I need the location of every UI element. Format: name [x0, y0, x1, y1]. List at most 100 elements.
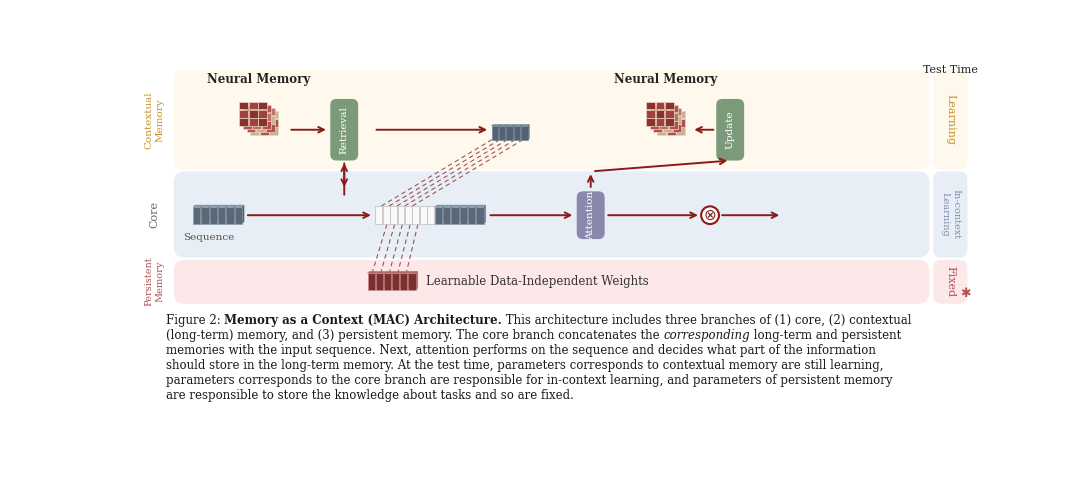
Bar — [669, 105, 677, 112]
Bar — [234, 207, 242, 224]
Bar — [656, 119, 664, 126]
Bar — [657, 127, 666, 135]
Bar — [408, 273, 416, 290]
Bar — [256, 124, 265, 132]
Bar — [269, 110, 279, 118]
Bar — [468, 207, 475, 224]
Polygon shape — [400, 272, 409, 273]
Text: are responsible to store the knowledge about tasks and so are fixed.: are responsible to store the knowledge a… — [166, 389, 573, 402]
Polygon shape — [233, 205, 235, 224]
Bar — [392, 273, 400, 290]
Polygon shape — [435, 205, 444, 207]
Polygon shape — [484, 205, 486, 224]
Polygon shape — [226, 205, 228, 224]
Bar — [665, 102, 674, 109]
Text: Attention: Attention — [586, 191, 595, 240]
Bar — [243, 113, 252, 121]
Polygon shape — [499, 124, 508, 126]
Text: parameters corresponds to the core branch are responsible for in-context learnin: parameters corresponds to the core branc… — [166, 374, 892, 387]
Bar — [390, 206, 397, 225]
Bar — [269, 119, 279, 127]
Text: Sequence: Sequence — [183, 233, 234, 242]
Bar — [650, 105, 659, 112]
Text: In-context
Learning: In-context Learning — [941, 189, 960, 239]
Bar — [673, 116, 681, 124]
Text: corresponding: corresponding — [663, 329, 750, 342]
Bar — [251, 119, 259, 127]
Bar — [201, 207, 208, 224]
Polygon shape — [450, 205, 453, 224]
Bar — [657, 119, 666, 127]
Bar — [210, 207, 217, 224]
FancyBboxPatch shape — [174, 70, 930, 170]
Bar — [663, 116, 672, 124]
Polygon shape — [505, 124, 508, 140]
Bar — [663, 108, 672, 115]
Text: Persistent
Memory: Persistent Memory — [145, 257, 164, 306]
Polygon shape — [376, 272, 386, 273]
Bar — [246, 116, 256, 124]
Bar — [460, 207, 467, 224]
Bar — [266, 108, 274, 115]
Bar — [400, 273, 407, 290]
Polygon shape — [227, 205, 235, 207]
Bar — [227, 207, 233, 224]
Bar — [260, 127, 269, 135]
Text: memories with the input sequence. Next, attention performs on the sequence and d: memories with the input sequence. Next, … — [166, 344, 876, 357]
Bar — [657, 110, 666, 118]
Bar — [260, 119, 269, 127]
Bar — [420, 206, 427, 225]
Bar — [673, 124, 681, 132]
Bar — [669, 121, 677, 129]
Bar — [256, 108, 265, 115]
Text: ✱: ✱ — [960, 287, 971, 300]
Polygon shape — [201, 205, 203, 224]
FancyBboxPatch shape — [933, 70, 968, 170]
Polygon shape — [210, 205, 219, 207]
Polygon shape — [498, 124, 500, 140]
Bar — [413, 206, 419, 225]
Bar — [382, 206, 390, 225]
Polygon shape — [392, 272, 402, 273]
Bar — [646, 119, 654, 126]
FancyBboxPatch shape — [174, 260, 930, 304]
Bar — [650, 113, 659, 121]
Bar — [262, 105, 271, 112]
Bar — [443, 207, 450, 224]
Bar — [451, 207, 459, 224]
FancyBboxPatch shape — [716, 99, 744, 161]
Bar — [656, 102, 664, 109]
Bar — [376, 273, 383, 290]
Bar — [514, 126, 521, 140]
Text: Memory as a Context (MAC) Architecture.: Memory as a Context (MAC) Architecture. — [225, 314, 502, 327]
Polygon shape — [416, 272, 418, 290]
Polygon shape — [242, 205, 244, 224]
Bar — [659, 121, 669, 129]
Polygon shape — [367, 272, 377, 273]
Bar — [666, 119, 676, 127]
Bar — [246, 108, 256, 115]
Polygon shape — [467, 205, 469, 224]
Bar — [251, 110, 259, 118]
Polygon shape — [407, 272, 409, 290]
Text: Fixed: Fixed — [945, 266, 956, 297]
FancyBboxPatch shape — [577, 191, 605, 239]
Bar — [507, 126, 513, 140]
Bar — [673, 108, 681, 115]
Text: Retrieval: Retrieval — [340, 106, 349, 154]
Bar — [676, 119, 685, 127]
Polygon shape — [513, 124, 514, 140]
Bar — [246, 124, 256, 132]
Bar — [269, 127, 279, 135]
Bar — [262, 121, 271, 129]
Text: Learnable Data-Independent Weights: Learnable Data-Independent Weights — [426, 275, 648, 288]
Text: Update: Update — [726, 110, 734, 149]
Polygon shape — [217, 205, 219, 224]
Polygon shape — [442, 205, 444, 224]
Bar — [253, 121, 261, 129]
Text: (long-term) memory, and (3) persistent memory. The core branch concatenates the: (long-term) memory, and (3) persistent m… — [166, 329, 663, 342]
Bar — [251, 127, 259, 135]
Bar — [659, 105, 669, 112]
Bar — [239, 102, 248, 109]
Bar — [375, 206, 382, 225]
